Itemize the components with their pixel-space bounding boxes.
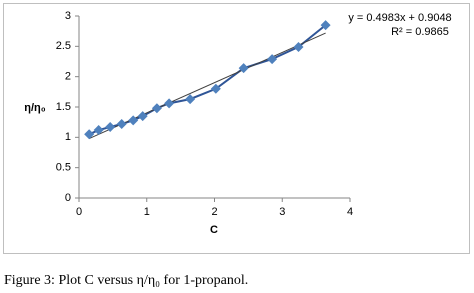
x-tick-label: 4: [347, 206, 353, 218]
x-axis-label: C: [210, 224, 218, 236]
data-point: [151, 103, 162, 114]
data-point: [84, 129, 95, 140]
figure-caption: Figure 3: Plot C versus η/η₀ for 1-propa…: [4, 273, 248, 288]
data-point: [238, 63, 249, 74]
trend-equation: y = 0.4983x + 0.9048: [348, 12, 451, 24]
data-point: [293, 41, 304, 52]
x-tick-label: 0: [76, 206, 82, 218]
y-tick-label: 0.5: [56, 162, 71, 174]
data-point: [210, 83, 221, 94]
data-point: [164, 98, 175, 109]
data-point: [320, 20, 331, 31]
x-tick-label: 1: [144, 206, 150, 218]
y-tick-label: 1: [65, 131, 71, 143]
y-tick-label: 3: [65, 10, 71, 22]
trend-r2: R² = 0.9865: [391, 26, 449, 38]
data-point: [185, 94, 196, 105]
chart-frame: [3, 3, 470, 254]
data-point: [93, 125, 104, 136]
data-point: [105, 122, 116, 133]
x-tick-label: 2: [211, 206, 217, 218]
y-tick-label: 2: [65, 71, 71, 83]
y-tick-label: 0: [65, 192, 71, 204]
y-axis-label: η/η₀: [24, 102, 45, 114]
data-point: [267, 54, 278, 65]
data-point: [137, 111, 148, 122]
x-tick-label: 3: [279, 206, 285, 218]
y-tick-label: 2.5: [56, 40, 71, 52]
data-point: [116, 118, 127, 129]
trendline: [88, 32, 326, 140]
y-tick-label: 1.5: [56, 101, 71, 113]
data-point: [128, 115, 139, 126]
